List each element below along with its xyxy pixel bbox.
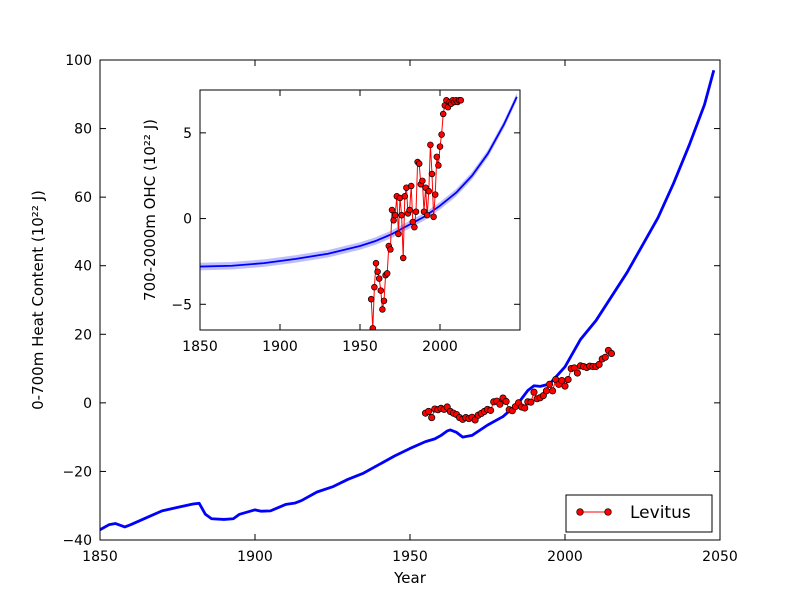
levitus-point [457,97,465,104]
inset-y-ticks: −5 0 5 [171,126,520,313]
levitus-point [375,275,383,282]
levitus-point [549,387,557,395]
levitus-point [530,388,538,396]
levitus-point [372,259,380,267]
levitus-point [435,162,442,169]
main-y-axis-label: 0-700m Heat Content (10²² J) [29,190,47,410]
levitus-point [387,246,394,253]
x-tick-label: 1850 [182,339,218,355]
levitus-point [419,177,426,185]
levitus-point [374,268,381,275]
levitus-point [401,193,409,200]
levitus-point [438,131,445,138]
legend-box [565,494,713,533]
inset-series [200,93,518,330]
y-tick-label: 0 [183,212,192,228]
levitus-point [607,349,616,358]
levitus-point [407,182,415,190]
levitus-point [425,187,433,195]
inset-y-axis-label: 700-2000m OHC (10²² J) [141,119,159,301]
levitus-point [542,387,550,395]
levitus-point [430,213,437,221]
levitus-point [428,414,436,422]
levitus-point [399,254,407,262]
levitus-point [431,191,439,198]
x-tick-label: 1900 [262,339,298,355]
levitus-point [379,306,386,313]
levitus-point [545,380,554,388]
levitus-point [496,400,504,408]
levitus-point [601,353,609,361]
x-tick-label: 1850 [82,549,118,565]
levitus-point [487,406,495,414]
y-tick-label: 60 [74,190,92,206]
main-x-axis-label: Year [393,569,427,587]
levitus-point [564,375,572,384]
model-line [200,96,518,268]
levitus-point [595,360,603,369]
legend-levitus-marker [576,508,584,516]
inset-plot-frame [199,89,521,331]
levitus-point [427,141,434,149]
main-series [100,69,716,531]
legend-levitus-label: Levitus [630,503,691,523]
levitus-point [398,211,405,219]
levitus-point [436,143,444,150]
levitus-point [433,153,441,161]
levitus-point [371,283,378,291]
levitus-point [423,211,431,219]
levitus-point [439,110,447,118]
legend: Levitus [565,494,713,533]
levitus-point [406,206,413,214]
levitus-point [573,369,581,377]
levitus-point [502,397,510,406]
levitus-point [428,170,436,178]
main-x-ticks: 1850 1900 1950 2000 2050 [82,60,738,565]
x-tick-label: 1950 [392,549,428,565]
y-tick-label: 40 [74,259,92,275]
y-tick-label: −5 [171,297,192,313]
y-tick-label: 100 [65,53,92,69]
levitus-point [369,325,377,330]
levitus-point [395,230,402,238]
legend-levitus-marker [604,508,612,516]
y-tick-label: 5 [183,126,192,142]
levitus-point [527,398,535,406]
x-tick-label: 2000 [422,339,458,355]
plot-content [100,69,716,531]
main-plot-frame [99,59,721,541]
levitus-point [367,295,375,303]
levitus-point [425,407,433,415]
levitus-point [380,297,388,305]
inset-plot-area [200,90,520,330]
y-tick-label: 80 [74,122,92,138]
levitus-point [570,364,578,372]
x-tick-label: 1900 [237,549,273,565]
plot-content [200,93,518,330]
y-tick-label: −20 [62,464,92,480]
levitus-point [412,208,420,215]
y-tick-label: 20 [74,327,92,343]
levitus-point [388,206,396,214]
levitus-point [521,404,529,412]
levitus-point [383,270,391,277]
y-tick-label: −40 [62,533,92,549]
levitus-point [391,211,399,219]
x-tick-label: 2000 [547,549,583,565]
inset-axes: 1850 1900 1950 2000 −5 0 5 700-2000m OHC (10²… [141,89,521,355]
levitus-point [377,287,385,294]
y-tick-label: 0 [83,396,92,412]
model-line [100,69,716,531]
levitus-point [411,223,418,231]
levitus-point [561,382,569,390]
x-tick-label: 1950 [342,339,378,355]
levitus-point [415,160,423,167]
x-tick-label: 2050 [702,549,738,565]
